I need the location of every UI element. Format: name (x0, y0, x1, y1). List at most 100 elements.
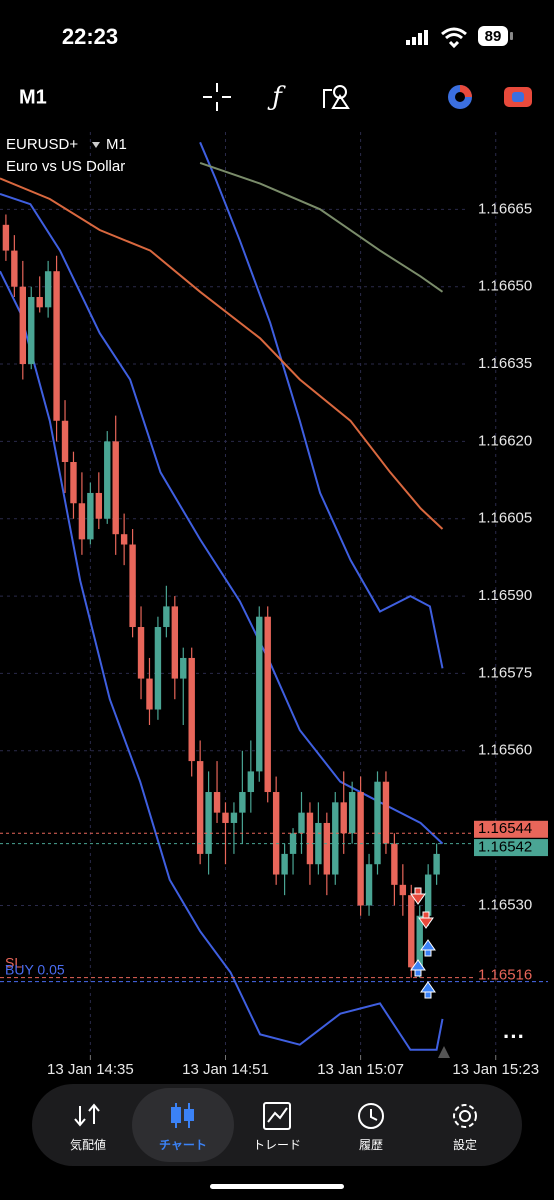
candle-body (230, 812, 238, 823)
candle-body (163, 606, 170, 628)
chart: 1.16665 1.16650 1.16635 1.16620 1.16605 1.165… (0, 132, 548, 1078)
trade-arrow (420, 981, 436, 999)
candle-body (247, 771, 255, 793)
indicator-line (199, 141, 444, 669)
x-tick-label: 13 Jan 15:23 (452, 1061, 539, 1078)
x-tick-label: 13 Jan 14:35 (47, 1061, 134, 1078)
tab-bar (32, 1084, 522, 1166)
candle-body (171, 606, 179, 679)
candle-body (298, 812, 305, 834)
clock: 22:23 (62, 24, 118, 49)
candle-body (137, 627, 145, 679)
candle-body (180, 657, 187, 679)
price-label: 1.16544 (478, 820, 532, 837)
price-label: 1.16542 (478, 839, 532, 856)
candle-body (399, 884, 407, 896)
trade-button[interactable] (448, 85, 472, 109)
y-tick-label: 1.16635 (478, 355, 532, 372)
candle-body (188, 657, 195, 762)
indicators-button[interactable]: ƒ (267, 82, 286, 112)
candle-body (424, 874, 432, 916)
tab-label[interactable]: 気配値 (70, 1137, 106, 1152)
y-tick-label: 1.16605 (478, 510, 532, 527)
candle-body (205, 792, 212, 854)
candle-body (222, 812, 229, 823)
y-tick-label: 1.16560 (478, 742, 532, 759)
candle-body (289, 833, 297, 854)
tabs: 気配値 チャート トレード 履歴 設定 (70, 1137, 477, 1152)
scroll-marker (438, 1046, 450, 1058)
position-label: BUY 0.05 (5, 961, 65, 977)
candle-body (28, 297, 35, 365)
candle-body (87, 492, 94, 540)
candle-body (70, 462, 77, 504)
battery-level: 89 (485, 28, 502, 45)
home-indicator (210, 1184, 344, 1189)
sl-price: 1.16516 (478, 967, 532, 984)
candle-body (44, 271, 52, 308)
account-button[interactable] (504, 87, 532, 107)
symbol: EURUSD+ (6, 136, 78, 153)
candle-body (78, 503, 86, 540)
wifi (441, 27, 467, 49)
price-label-box (474, 820, 548, 838)
candle-body (365, 864, 373, 906)
candle-body (391, 843, 398, 885)
symbol-dropdown[interactable] (92, 142, 100, 148)
x-tick-label: 13 Jan 15:07 (317, 1061, 404, 1078)
candle-body (332, 802, 339, 875)
y-tick-label: 1.16530 (478, 896, 532, 913)
candle-body (239, 792, 246, 813)
candle-body (213, 792, 221, 813)
candle-body (408, 895, 415, 968)
crosshair-button[interactable] (203, 83, 231, 111)
candle-body (11, 250, 18, 287)
candle-body (146, 678, 153, 710)
tab-label[interactable]: 設定 (453, 1137, 477, 1152)
candle-body (323, 822, 331, 875)
more-menu[interactable]: ··· (503, 1024, 525, 1049)
candle-body (348, 792, 356, 834)
candle-body (112, 441, 119, 535)
candle-body (374, 781, 381, 865)
candle-body (306, 812, 314, 865)
candle-body (95, 492, 103, 519)
candle-body (104, 441, 111, 519)
tab-label[interactable]: チャート (159, 1138, 207, 1152)
y-tick-label: 1.16620 (478, 432, 532, 449)
x-tick-label: 13 Jan 14:51 (182, 1061, 269, 1078)
tab-icons (74, 1102, 477, 1130)
y-tick-label: 1.16665 (478, 200, 532, 217)
indicator-line (0, 270, 444, 1051)
candle-body (340, 802, 347, 834)
candle-body (281, 853, 288, 875)
active-tab-background (132, 1088, 234, 1162)
candle-body (120, 534, 128, 545)
candle-body (36, 297, 43, 308)
signal (406, 30, 428, 45)
candle-body (61, 420, 69, 463)
candle-body (357, 792, 364, 906)
tab-label[interactable]: トレード (253, 1138, 301, 1152)
price-label-box (474, 839, 548, 857)
y-tick-label: 1.16650 (478, 278, 532, 295)
battery (478, 26, 508, 46)
candle-body (416, 915, 423, 968)
timeframe-button[interactable]: M1 (19, 86, 47, 108)
sl-label: SL (5, 954, 22, 970)
y-tick-label: 1.16575 (478, 664, 532, 681)
candle-body (53, 271, 60, 421)
candle-body (129, 544, 136, 628)
candle-body (433, 853, 440, 875)
indicator-line (0, 192, 444, 845)
tab-label[interactable]: 履歴 (359, 1138, 383, 1152)
trade-arrow (420, 939, 436, 957)
trade-arrow (410, 887, 426, 905)
indicator-line (199, 161, 444, 293)
candle-body (19, 286, 27, 365)
objects-button[interactable] (323, 85, 350, 109)
battery-tip (510, 32, 513, 40)
candle-body (196, 761, 204, 854)
